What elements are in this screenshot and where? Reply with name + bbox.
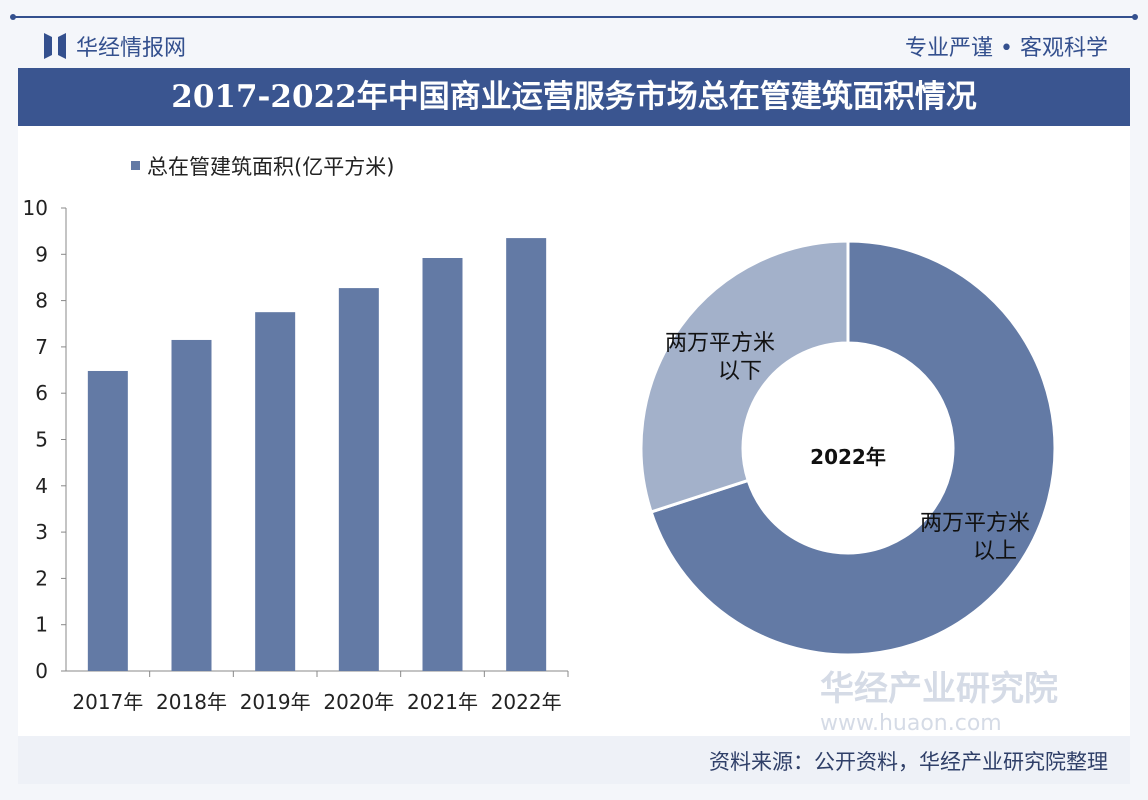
- x-tick-label: 2019年: [240, 690, 311, 714]
- y-tick-label: 1: [35, 613, 48, 637]
- donut-slice-label: 两万平方米以上: [920, 511, 1030, 564]
- slogan: 专业严谨 • 客观科学: [905, 36, 1108, 61]
- y-tick-label: 0: [35, 659, 48, 683]
- label-line: 以上: [973, 539, 1017, 564]
- y-tick-label: 5: [35, 428, 48, 452]
- y-tick-label: 2: [35, 566, 48, 590]
- y-tick-label: 4: [35, 474, 48, 498]
- footer-bar: [18, 736, 1130, 784]
- donut-slice: [639, 239, 850, 514]
- x-tick-label: 2022年: [491, 690, 562, 714]
- y-tick-label: 6: [35, 381, 48, 405]
- y-tick-label: 9: [35, 242, 48, 266]
- label-line: 以下: [718, 359, 762, 384]
- y-tick-label: 10: [23, 196, 48, 220]
- bar: [338, 288, 379, 671]
- x-tick-label: 2017年: [72, 690, 143, 714]
- donut-slice: [649, 239, 1057, 657]
- y-tick-label: 3: [35, 520, 48, 544]
- bar: [255, 312, 296, 671]
- y-tick-label: 7: [35, 335, 48, 359]
- brand: 华经情报网: [44, 30, 186, 62]
- watermark-text: 华经产业研究院: [820, 669, 1058, 709]
- logo-icon: [44, 33, 66, 59]
- x-tick-label: 2020年: [323, 690, 394, 714]
- y-tick-label: 8: [35, 289, 48, 313]
- page-title: 2017-2022年中国商业运营服务市场总在管建筑面积情况: [18, 68, 1130, 126]
- watermark-url: www.huaon.com: [820, 711, 1002, 736]
- brand-name: 华经情报网: [76, 36, 187, 61]
- x-tick-label: 2021年: [407, 690, 478, 714]
- bar: [506, 238, 547, 671]
- legend-swatch: [131, 161, 140, 170]
- top-divider: [10, 14, 1138, 20]
- donut-center-label: 2022年: [810, 445, 886, 469]
- bar: [171, 339, 212, 671]
- bar: [87, 370, 128, 671]
- label-line: 两万平方米: [920, 511, 1030, 536]
- legend-label: 总在管建筑面积(亿平方米): [147, 155, 394, 179]
- x-tick-label: 2018年: [156, 690, 227, 714]
- label-line: 两万平方米: [665, 331, 775, 356]
- source-note: 资料来源：公开资料，华经产业研究院整理: [709, 750, 1108, 774]
- bar: [422, 258, 463, 671]
- donut-slice-label: 两万平方米以下: [665, 331, 775, 384]
